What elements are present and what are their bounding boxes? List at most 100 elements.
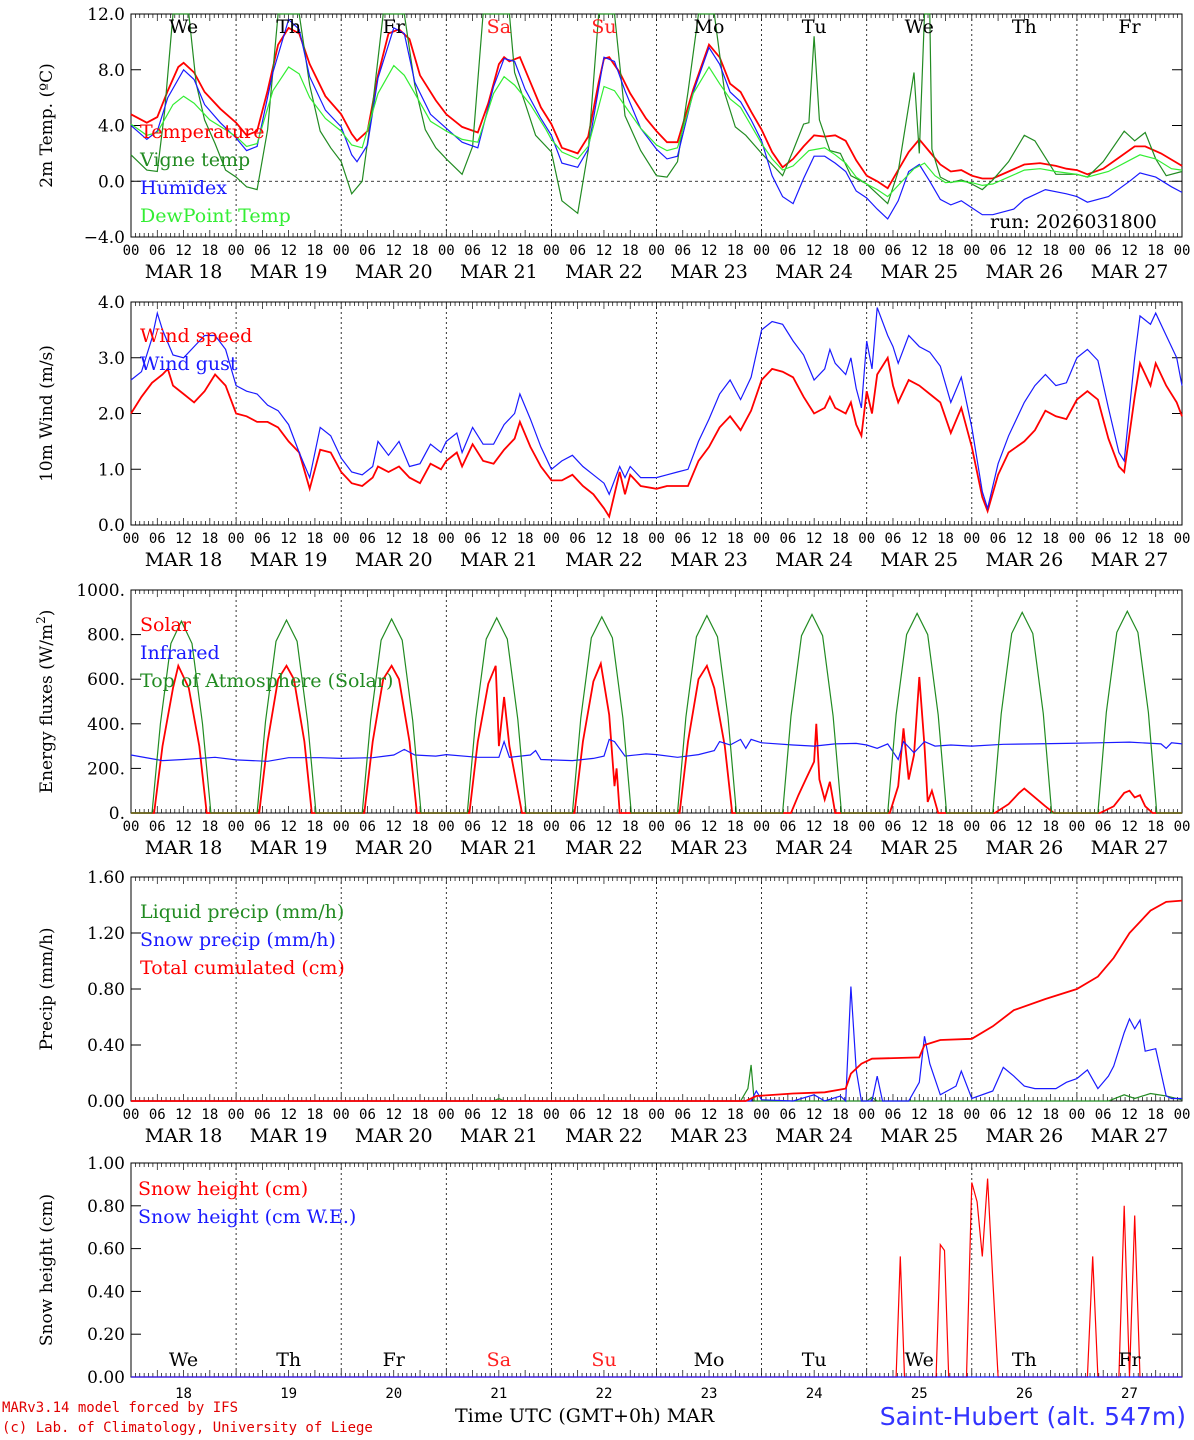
hour-label: 06 xyxy=(779,819,796,835)
hour-label: 18 xyxy=(622,243,639,259)
hour-label: 12 xyxy=(596,531,613,547)
hour-label: 06 xyxy=(990,819,1007,835)
hour-label: 18 xyxy=(201,819,218,835)
hour-label: 12 xyxy=(701,531,718,547)
hour-label: 06 xyxy=(1095,531,1112,547)
hour-label: 00 xyxy=(543,1107,560,1123)
hour-label: 18 xyxy=(517,243,534,259)
day-number: 22 xyxy=(596,1386,613,1402)
date-label: MAR 26 xyxy=(985,837,1063,859)
hour-label: 06 xyxy=(779,1107,796,1123)
hour-label: 00 xyxy=(963,1107,980,1123)
hour-label: 00 xyxy=(228,243,245,259)
weekday-label: Th xyxy=(1012,1349,1037,1371)
y-tick-label: 12.0 xyxy=(87,5,125,25)
hour-label: 18 xyxy=(727,531,744,547)
day-number: 25 xyxy=(911,1386,928,1402)
date-label: MAR 18 xyxy=(145,1125,223,1147)
day-number: 19 xyxy=(280,1386,297,1402)
day-number: 26 xyxy=(1016,1386,1033,1402)
hour-label: 12 xyxy=(1016,243,1033,259)
y-tick-label: 0.40 xyxy=(87,1036,125,1056)
date-label: MAR 18 xyxy=(145,549,223,571)
hour-label: 00 xyxy=(753,243,770,259)
hour-label: 06 xyxy=(674,819,691,835)
hour-label: 00 xyxy=(858,531,875,547)
date-label: MAR 20 xyxy=(355,549,433,571)
series-line-wind-speed xyxy=(130,355,1183,519)
hour-label: 00 xyxy=(438,819,455,835)
hour-label: 12 xyxy=(385,1107,402,1123)
hour-label: 18 xyxy=(412,531,429,547)
hour-label: 12 xyxy=(1121,819,1138,835)
hour-label: 06 xyxy=(1095,243,1112,259)
hour-label: 00 xyxy=(543,243,560,259)
hour-label: 00 xyxy=(1174,531,1191,547)
hour-label: 12 xyxy=(385,819,402,835)
legend-entry: Snow height (cm W.E.) xyxy=(138,1206,356,1228)
date-label: MAR 23 xyxy=(670,1125,748,1147)
station-name: Saint-Hubert (alt. 547m) xyxy=(879,1402,1186,1431)
hour-label: 06 xyxy=(359,531,376,547)
weekday-label: Sa xyxy=(487,16,511,38)
date-label: MAR 22 xyxy=(565,1125,643,1147)
legend-entry: Solar xyxy=(140,614,192,636)
y-axis-label: Precip (mm/h) xyxy=(37,927,57,1050)
hour-label: 18 xyxy=(832,1107,849,1123)
weekday-label: We xyxy=(905,1349,934,1371)
date-label: MAR 25 xyxy=(880,261,958,283)
hour-label: 18 xyxy=(622,1107,639,1123)
hour-label: 18 xyxy=(727,819,744,835)
date-label: MAR 27 xyxy=(1091,1125,1169,1147)
hour-label: 18 xyxy=(412,243,429,259)
hour-label: 06 xyxy=(254,243,271,259)
weekday-label: We xyxy=(169,1349,198,1371)
panel-2: 4.0 3.0 2.0 1.0 0.0 10m Wind (m/s) 00 06 12 18 00 0… xyxy=(37,293,1190,571)
hour-label: 18 xyxy=(517,1107,534,1123)
date-label: MAR 26 xyxy=(985,549,1063,571)
hour-label: 06 xyxy=(885,243,902,259)
y-tick-label: 600. xyxy=(87,670,125,690)
hour-label: 00 xyxy=(333,531,350,547)
y-tick-label: 0.0 xyxy=(98,516,125,536)
hour-label: 06 xyxy=(990,243,1007,259)
hour-label: 06 xyxy=(359,819,376,835)
series-line-snow-precip-mm-h- xyxy=(131,986,1182,1103)
date-label: MAR 18 xyxy=(145,837,223,859)
weekday-label: We xyxy=(905,16,934,38)
date-label: MAR 22 xyxy=(565,837,643,859)
hour-label: 12 xyxy=(280,531,297,547)
weekday-label: Su xyxy=(591,16,616,38)
y-axis-label: Energy fluxes (W/m2) xyxy=(34,610,57,794)
model-credit: MARv3.14 model forced by IFS xyxy=(2,1400,239,1416)
hour-label: 00 xyxy=(333,1107,350,1123)
hour-label: 06 xyxy=(464,243,481,259)
day-number: 21 xyxy=(490,1386,507,1402)
y-tick-label: 0.0 xyxy=(98,172,125,192)
y-tick-label: 0.40 xyxy=(87,1282,125,1302)
y-tick-label: 0.80 xyxy=(87,1197,125,1217)
hour-label: 12 xyxy=(1121,243,1138,259)
y-tick-label: 8.0 xyxy=(98,61,125,81)
date-label: MAR 25 xyxy=(880,837,958,859)
hour-label: 06 xyxy=(464,819,481,835)
hour-label: 18 xyxy=(937,819,954,835)
panel-1: 12.0 8.0 4.0 0.0 −4.0 2m Temp. (ºC) 00 06 12 18 00… xyxy=(37,5,1190,283)
y-tick-label: 0.00 xyxy=(87,1368,125,1388)
date-label: MAR 20 xyxy=(355,1125,433,1147)
hour-label: 18 xyxy=(832,531,849,547)
hour-label: 12 xyxy=(490,531,507,547)
date-label: MAR 27 xyxy=(1091,261,1169,283)
legend-entry: Total cumulated (cm) xyxy=(140,957,345,979)
hour-label: 00 xyxy=(228,531,245,547)
hour-label: 18 xyxy=(1147,531,1164,547)
weekday-label: Fr xyxy=(1118,1349,1141,1371)
legend-entry: Humidex xyxy=(140,177,227,199)
hour-label: 00 xyxy=(1174,1107,1191,1123)
hour-label: 12 xyxy=(806,531,823,547)
hour-label: 12 xyxy=(490,819,507,835)
date-label: MAR 21 xyxy=(460,837,538,859)
hour-label: 06 xyxy=(779,531,796,547)
hour-label: 00 xyxy=(438,1107,455,1123)
